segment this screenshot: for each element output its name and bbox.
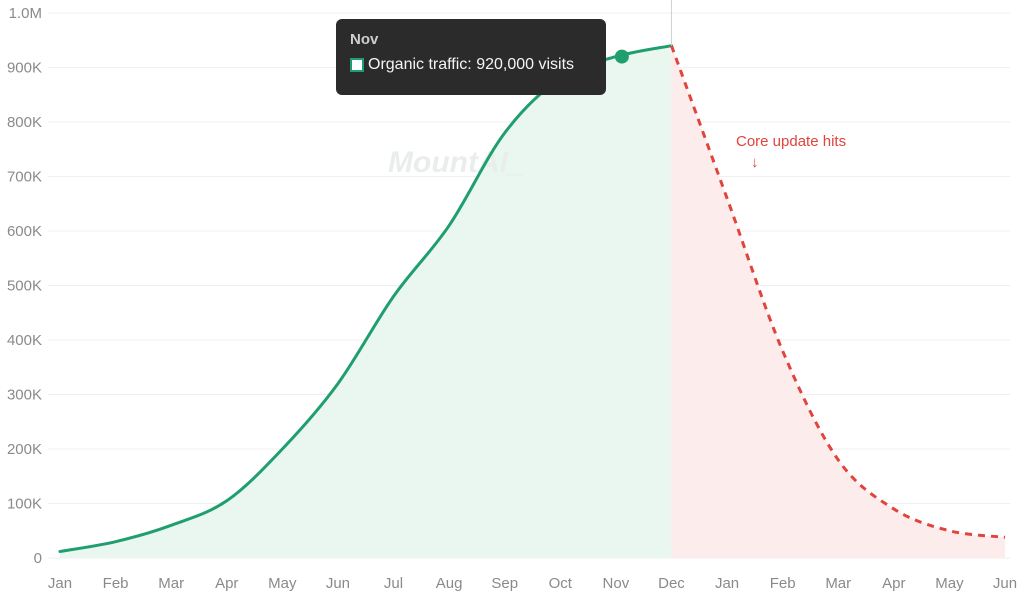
y-tick-label: 200K	[7, 441, 42, 458]
y-tick-label: 1.0M	[9, 5, 42, 22]
tooltip-title: Nov	[350, 31, 379, 48]
annotation-text: Core update hits	[736, 133, 846, 150]
x-tick-label: Oct	[549, 575, 573, 592]
y-tick-label: 500K	[7, 278, 42, 295]
series-0-area	[60, 45, 672, 558]
x-tick-label: Jan	[715, 575, 739, 592]
x-tick-label: May	[268, 575, 297, 592]
y-tick-label: 900K	[7, 60, 42, 77]
x-tick-label: Jun	[993, 575, 1017, 592]
x-tick-label: Mar	[825, 575, 851, 592]
x-tick-label: Aug	[436, 575, 463, 592]
area-fills	[60, 45, 1005, 558]
x-tick-label: Dec	[658, 575, 685, 592]
y-tick-label: 300K	[7, 387, 42, 404]
tooltip-label: Organic traffic: 920,000 visits	[368, 56, 575, 73]
tooltip-row: Organic traffic: 920,000 visits	[350, 56, 592, 74]
x-tick-label: May	[935, 575, 964, 592]
x-axis-ticks: Jan Feb Mar Apr May Jun Jul Aug Sep Oct Nov Dec Jan F…	[48, 575, 1017, 592]
x-tick-label: Mar	[158, 575, 184, 592]
x-tick-label: Feb	[103, 575, 129, 592]
hover-point[interactable]	[614, 49, 629, 64]
legend-swatch-icon	[350, 58, 364, 72]
tooltip: Nov Organic traffic: 920,000 visits	[336, 19, 606, 95]
y-tick-label: 700K	[7, 169, 42, 186]
hover-markers	[614, 0, 672, 64]
annotation-arrow: ↓	[751, 154, 759, 171]
y-tick-label: 0	[34, 550, 42, 567]
y-tick-label: 100K	[7, 496, 42, 513]
series-1-line	[670, 45, 1006, 539]
x-tick-label: Apr	[882, 575, 905, 592]
x-tick-label: Apr	[215, 575, 238, 592]
y-axis-ticks: 0 100K 200K 300K 400K 500K 600K 700K 800K 900K 1.0…	[7, 5, 42, 567]
x-tick-label: Jan	[48, 575, 72, 592]
watermark: MountAI_	[388, 146, 525, 179]
x-tick-label: Jun	[326, 575, 350, 592]
y-tick-label: 400K	[7, 332, 42, 349]
x-tick-label: Sep	[491, 575, 518, 592]
series-1-area	[671, 45, 1005, 558]
y-tick-label: 800K	[7, 114, 42, 131]
x-tick-label: Jul	[384, 575, 403, 592]
x-tick-label: Nov	[603, 575, 630, 592]
x-tick-label: Feb	[770, 575, 796, 592]
y-tick-label: 600K	[7, 223, 42, 240]
